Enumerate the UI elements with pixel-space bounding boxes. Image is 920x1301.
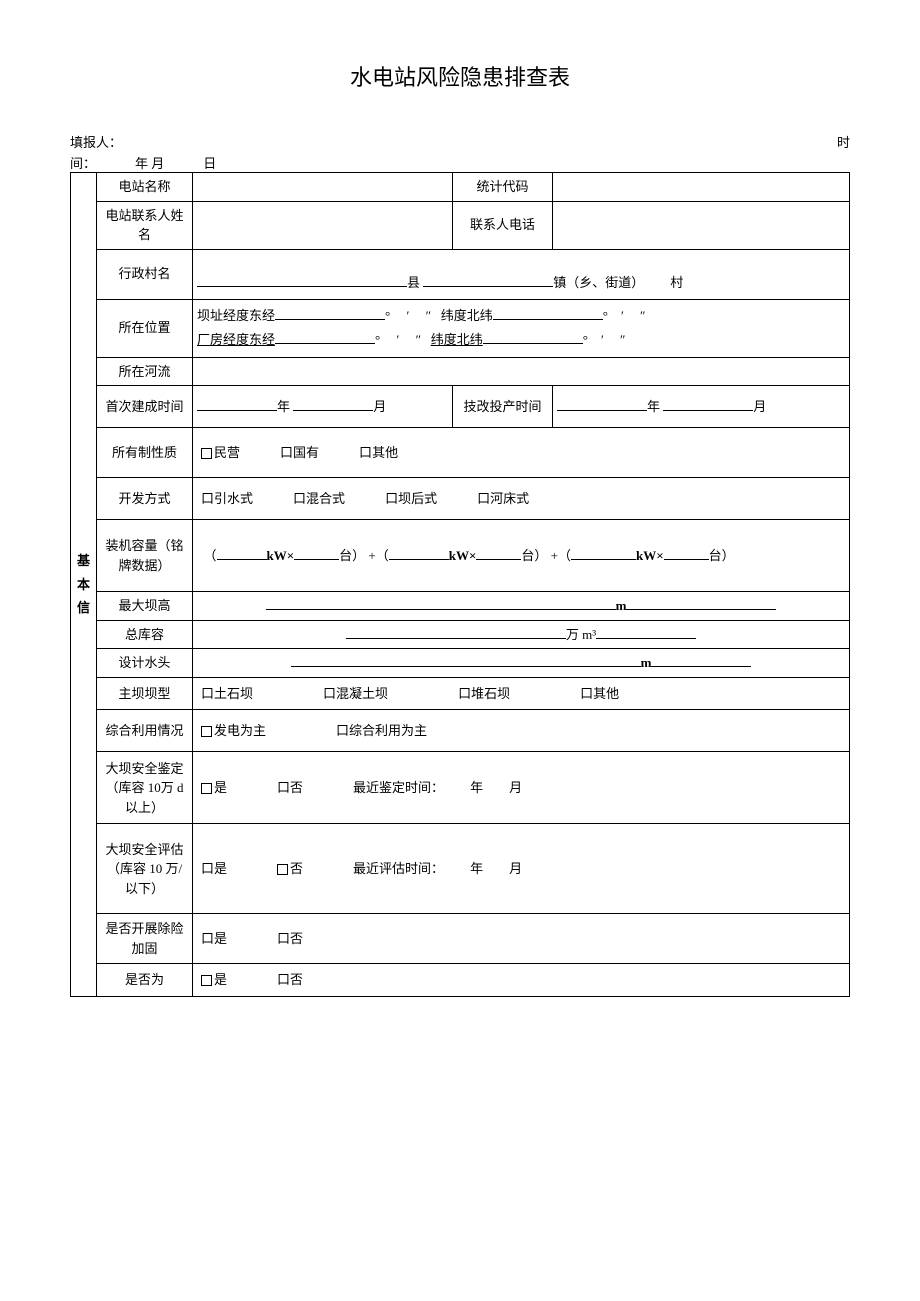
input-ownership[interactable]: 民营 口国有 口其他: [193, 428, 850, 478]
label-design-head: 设计水头: [97, 649, 193, 678]
input-contact-name[interactable]: [193, 201, 453, 249]
input-renovation[interactable]: 年 月: [553, 386, 850, 428]
meta-row-1: 填报人： 时: [70, 132, 850, 151]
input-stat-code[interactable]: [553, 173, 850, 202]
input-admin-village[interactable]: 县 镇（乡、街道） 村: [193, 249, 850, 299]
label-reservoir: 总库容: [97, 620, 193, 649]
label-is: 是否为: [97, 964, 193, 997]
input-dev-mode[interactable]: 口引水式 口混合式 口坝后式 口河床式: [193, 478, 850, 520]
page-title: 水电站风险隐患排查表: [70, 60, 850, 92]
label-dev-mode: 开发方式: [97, 478, 193, 520]
reporter-label: 填报人：: [70, 132, 122, 151]
checkbox-icon[interactable]: [201, 448, 212, 459]
label-assessment: 大坝安全评估（库容 10 万/以下）: [97, 824, 193, 914]
meta-year: 年: [135, 156, 148, 171]
label-stat-code: 统计代码: [453, 173, 553, 202]
input-dam-type[interactable]: 口土石坝 口混凝土坝 口堆石坝 口其他: [193, 677, 850, 710]
input-assessment[interactable]: 口是 否 最近评估时间： 年 月: [193, 824, 850, 914]
label-contact-phone: 联系人电话: [453, 201, 553, 249]
label-first-built: 首次建成时间: [97, 386, 193, 428]
meta-month: 月: [151, 156, 164, 171]
label-reinforce: 是否开展除险加固: [97, 914, 193, 964]
label-river: 所在河流: [97, 357, 193, 386]
label-max-dam: 最大坝高: [97, 592, 193, 621]
input-river[interactable]: [193, 357, 850, 386]
sidebar-label: 基本信: [71, 173, 97, 997]
label-admin-village: 行政村名: [97, 249, 193, 299]
input-appraisal[interactable]: 是 口否 最近鉴定时间： 年 月: [193, 752, 850, 824]
label-renovation: 技改投产时间: [453, 386, 553, 428]
input-capacity[interactable]: （kW×台） +（kW×台） +（kW×台）: [193, 520, 850, 592]
label-capacity: 装机容量（铭牌数据）: [97, 520, 193, 592]
checkbox-icon[interactable]: [277, 864, 288, 875]
label-comprehensive: 综合利用情况: [97, 710, 193, 752]
input-comprehensive[interactable]: 发电为主 口综合利用为主: [193, 710, 850, 752]
checkbox-icon[interactable]: [201, 783, 212, 794]
meta-row-2: 间： 年 月 日: [70, 153, 850, 172]
form-table: 基本信 电站名称 统计代码 电站联系人姓名 联系人电话 行政村名 县 镇（乡、街…: [70, 172, 850, 997]
input-station-name[interactable]: [193, 173, 453, 202]
input-reservoir[interactable]: 万 m³: [193, 620, 850, 649]
input-max-dam[interactable]: m: [193, 592, 850, 621]
label-dam-type: 主坝坝型: [97, 677, 193, 710]
time-label: 时: [837, 132, 850, 151]
meta-day: 日: [203, 156, 216, 171]
input-reinforce[interactable]: 口是 口否: [193, 914, 850, 964]
time-label-2: 间：: [70, 156, 96, 171]
input-is[interactable]: 是 口否: [193, 964, 850, 997]
label-appraisal: 大坝安全鉴定（库容 10万 d 以上）: [97, 752, 193, 824]
checkbox-icon[interactable]: [201, 726, 212, 737]
checkbox-icon[interactable]: [201, 975, 212, 986]
label-ownership: 所有制性质: [97, 428, 193, 478]
input-contact-phone[interactable]: [553, 201, 850, 249]
label-station-name: 电站名称: [97, 173, 193, 202]
input-location[interactable]: 坝址经度东经° ′ ″ 纬度北纬° ′ ″ 厂房经度东经° ′ ″ 纬度北纬° …: [193, 299, 850, 357]
label-location: 所在位置: [97, 299, 193, 357]
input-first-built[interactable]: 年 月: [193, 386, 453, 428]
label-contact-name: 电站联系人姓名: [97, 201, 193, 249]
input-design-head[interactable]: m: [193, 649, 850, 678]
